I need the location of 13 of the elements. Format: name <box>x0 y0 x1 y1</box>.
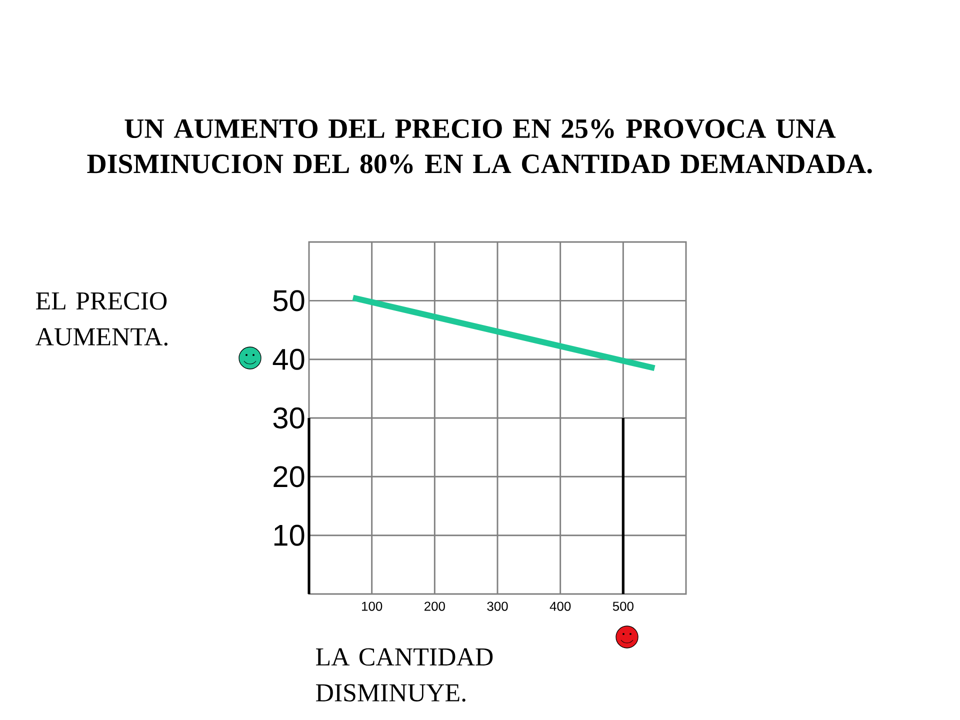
y-tick-label: 30 <box>273 407 304 429</box>
x-tick-label: 400 <box>550 602 571 611</box>
y-tick-label: 50 <box>273 290 304 312</box>
x-tick-label: 500 <box>612 602 634 611</box>
x-tick-label: 200 <box>424 602 445 611</box>
x-tick-label: 100 <box>362 602 382 611</box>
y-tick-label: 20 <box>274 466 304 488</box>
x-axis-title: LA CANTIDAD DISMINUYE. <box>316 648 493 702</box>
x-tick-label: 300 <box>487 602 508 611</box>
chart-title: UN AUMENTO DEL PRECIO EN 25% PROVOCA UNA DISMINUCION DEL 80% EN LA CANTIDAD DEMANDADA. <box>87 119 872 174</box>
y-tick-label: 10 <box>274 524 304 546</box>
y-axis-title: EL PRECIO AUMENTA. <box>36 292 168 346</box>
y-tick-label: 40 <box>272 348 304 370</box>
